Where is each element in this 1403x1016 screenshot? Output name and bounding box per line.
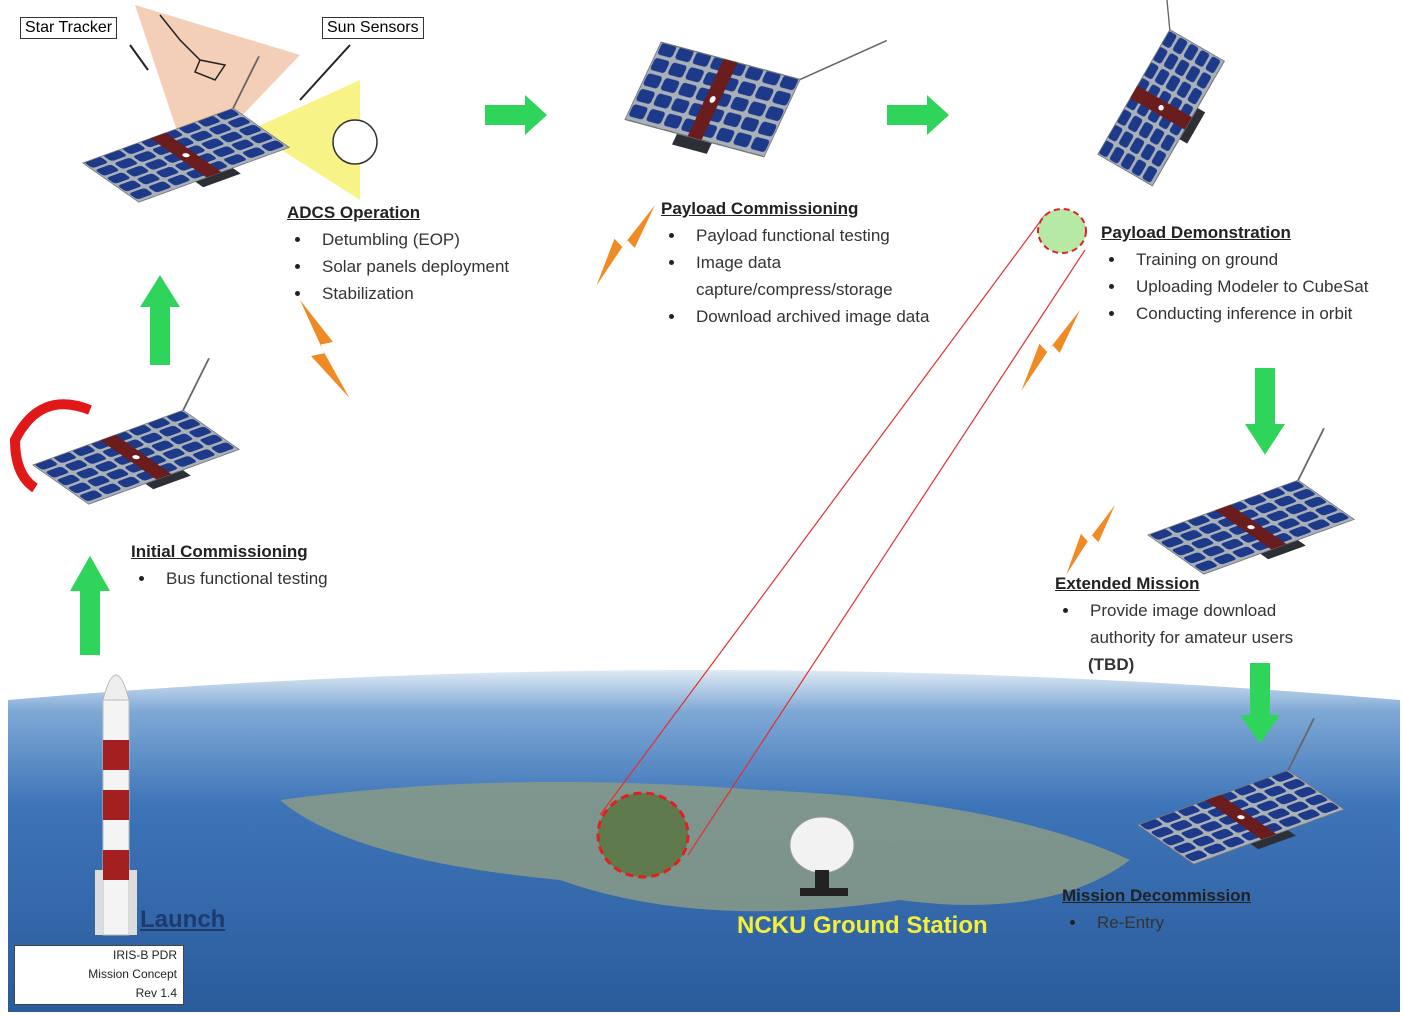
bullet-item: Solar panels deployment: [287, 253, 587, 280]
bullet-item: Stabilization: [287, 280, 587, 307]
bullet-item: Re-Entry: [1062, 909, 1322, 936]
label: Star Tracker: [20, 17, 118, 39]
bullet: [139, 576, 144, 581]
item-text: Solar panels deployment: [322, 257, 510, 276]
bullet: [295, 264, 300, 269]
link-line: [687, 249, 1086, 856]
item-text: Re-Entry: [1097, 913, 1165, 932]
satellite: [0, 357, 314, 511]
phase: Payload Commissioning Payload functional …: [661, 195, 951, 330]
bullet: [295, 237, 300, 242]
bullet-item: Detumbling (EOP): [287, 226, 587, 253]
bullet-item: Uploading Modeler to CubeSat: [1101, 273, 1401, 300]
phase-title: Payload Commissioning: [661, 199, 859, 218]
item-text: Uploading Modeler to CubeSat: [1136, 277, 1369, 296]
item-text: Payload functional testing: [696, 226, 890, 245]
flow-arrow: [485, 95, 547, 135]
revision-line: Rev 1.4: [135, 986, 177, 1000]
item-text: Image data capture/compress/storage: [696, 253, 893, 299]
phase-title: ADCS Operation: [287, 203, 421, 222]
item-text: Detumbling (EOP): [322, 230, 460, 249]
revision-line: IRIS-B PDR: [112, 948, 177, 962]
satellite: [1058, 0, 1265, 192]
phase-title: Initial Commissioning: [131, 542, 308, 561]
bullet: [295, 291, 300, 296]
satellite: [619, 0, 888, 185]
phase: Initial Commissioning Bus functional test…: [131, 538, 411, 592]
pointer: [299, 44, 351, 101]
flow-arrow: [1245, 368, 1285, 455]
item-text: Conducting inference in orbit: [1136, 304, 1353, 323]
ground-dish: [789, 816, 855, 896]
lightning: [1048, 505, 1133, 575]
constellation: [159, 14, 227, 81]
sun-sensor-fov: [250, 80, 360, 200]
bullet: [669, 314, 674, 319]
satellite: [1106, 427, 1403, 581]
lightning: [300, 300, 350, 398]
lightning: [1001, 310, 1101, 391]
phase: Payload Demonstration Training on ground U…: [1101, 219, 1401, 327]
pointer: [129, 44, 149, 71]
bullet-item: Provide image download authority for ama…: [1055, 597, 1345, 651]
bullet: [1109, 311, 1114, 316]
phase-title: Payload Demonstration: [1101, 223, 1291, 242]
bullet: [1070, 920, 1075, 925]
ground-station-label: NCKU Ground Station: [737, 912, 988, 939]
phase: Mission Decommission Re-Entry: [1062, 882, 1322, 936]
flow-arrow: [887, 95, 949, 135]
bullet: [1063, 608, 1068, 613]
bullet: [1109, 284, 1114, 289]
phase-title: Extended Mission: [1055, 574, 1200, 593]
phase: ADCS Operation Detumbling (EOP) Solar pane…: [287, 199, 587, 307]
sun: [332, 119, 378, 165]
revision-box: IRIS-B PDR Mission Concept Rev 1.4: [14, 945, 184, 1005]
target-area: [596, 791, 690, 879]
rotation-arrow: [9, 399, 92, 493]
flow-arrow: [140, 275, 180, 365]
bullet: [669, 233, 674, 238]
bullet-item: Training on ground: [1101, 246, 1401, 273]
item-text: Provide image download authority for ama…: [1090, 601, 1294, 647]
item-text: Training on ground: [1136, 250, 1279, 269]
image-footprint: [1037, 208, 1087, 254]
flow-arrow: [70, 555, 110, 655]
bullet: [669, 260, 674, 265]
revision-line: Mission Concept: [88, 967, 177, 981]
phase-title: Mission Decommission: [1062, 886, 1251, 905]
rocket: [95, 674, 137, 936]
link-line: [599, 214, 1046, 816]
item-text: Stabilization: [322, 284, 414, 303]
label: Sun Sensors: [322, 17, 424, 39]
bullet-item: Download archived image data: [661, 303, 951, 330]
island: [280, 782, 1130, 912]
item-text: Bus functional testing: [166, 569, 328, 588]
bullet: [1109, 257, 1114, 262]
note: (TBD): [1088, 655, 1135, 674]
phase: Extended Mission Provide image download a…: [1055, 570, 1345, 678]
item-text: Download archived image data: [696, 307, 930, 326]
bullet-item: Payload functional testing: [661, 222, 951, 249]
bullet-item: Image data capture/compress/storage: [661, 249, 951, 303]
launch-label: Launch: [140, 906, 226, 933]
bullet-item: Conducting inference in orbit: [1101, 300, 1401, 327]
bullet-item: Bus functional testing: [131, 565, 411, 592]
